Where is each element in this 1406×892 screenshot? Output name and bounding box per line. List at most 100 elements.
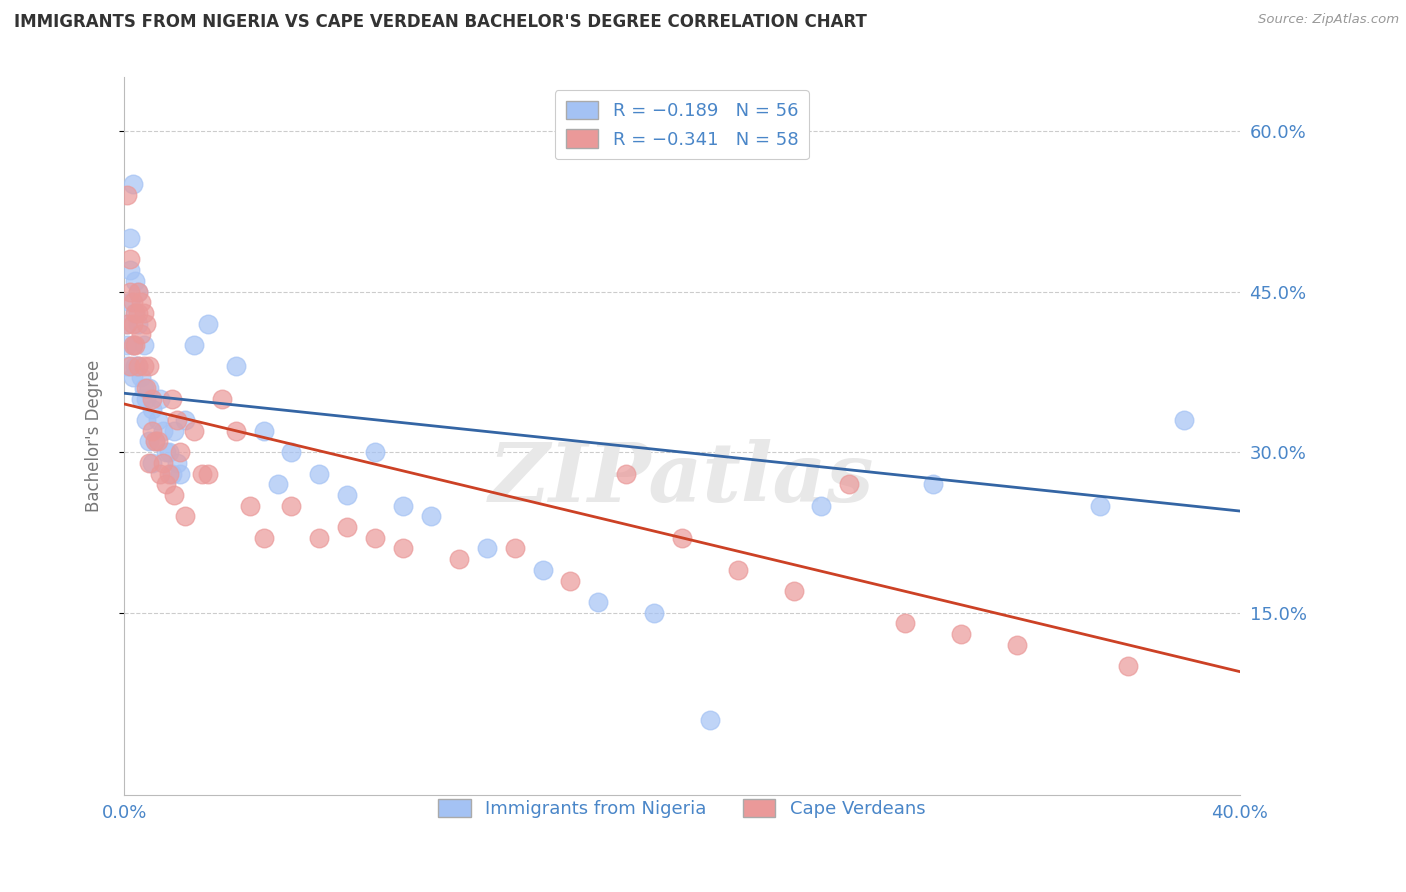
Point xyxy=(447,552,470,566)
Point xyxy=(141,392,163,406)
Point xyxy=(143,434,166,449)
Point xyxy=(138,456,160,470)
Point xyxy=(810,499,832,513)
Point xyxy=(129,392,152,406)
Point xyxy=(949,627,972,641)
Text: IMMIGRANTS FROM NIGERIA VS CAPE VERDEAN BACHELOR'S DEGREE CORRELATION CHART: IMMIGRANTS FROM NIGERIA VS CAPE VERDEAN … xyxy=(14,13,868,31)
Point xyxy=(1005,638,1028,652)
Point xyxy=(894,616,917,631)
Point xyxy=(155,477,177,491)
Point xyxy=(364,531,387,545)
Point xyxy=(152,456,174,470)
Point xyxy=(121,338,143,352)
Point xyxy=(118,252,141,267)
Point xyxy=(197,467,219,481)
Point xyxy=(614,467,637,481)
Point xyxy=(1090,499,1112,513)
Point xyxy=(922,477,945,491)
Point xyxy=(266,477,288,491)
Point xyxy=(392,499,415,513)
Point xyxy=(1173,413,1195,427)
Point xyxy=(239,499,262,513)
Point xyxy=(169,445,191,459)
Point xyxy=(115,317,138,331)
Point xyxy=(225,359,247,374)
Legend: Immigrants from Nigeria, Cape Verdeans: Immigrants from Nigeria, Cape Verdeans xyxy=(432,791,932,825)
Point xyxy=(127,285,149,299)
Point xyxy=(115,338,138,352)
Point xyxy=(308,467,330,481)
Point xyxy=(118,231,141,245)
Point xyxy=(643,606,665,620)
Point xyxy=(121,317,143,331)
Point xyxy=(838,477,860,491)
Point xyxy=(280,445,302,459)
Point xyxy=(138,381,160,395)
Point xyxy=(671,531,693,545)
Point xyxy=(124,306,146,320)
Point xyxy=(163,424,186,438)
Point xyxy=(280,499,302,513)
Point xyxy=(127,359,149,374)
Point xyxy=(166,413,188,427)
Point xyxy=(132,359,155,374)
Point xyxy=(138,434,160,449)
Point xyxy=(127,359,149,374)
Point xyxy=(124,359,146,374)
Point xyxy=(129,295,152,310)
Point xyxy=(118,295,141,310)
Point xyxy=(152,424,174,438)
Point xyxy=(115,317,138,331)
Text: ZIPatlas: ZIPatlas xyxy=(489,439,875,519)
Point xyxy=(135,381,157,395)
Point xyxy=(127,317,149,331)
Point xyxy=(135,413,157,427)
Point xyxy=(115,359,138,374)
Point xyxy=(420,509,443,524)
Point xyxy=(560,574,582,588)
Point xyxy=(115,188,138,202)
Point xyxy=(475,541,498,556)
Point xyxy=(149,392,172,406)
Point xyxy=(141,402,163,417)
Y-axis label: Bachelor's Degree: Bachelor's Degree xyxy=(86,360,103,512)
Point xyxy=(121,338,143,352)
Point xyxy=(127,306,149,320)
Point xyxy=(252,424,274,438)
Point xyxy=(146,434,169,449)
Point xyxy=(129,327,152,342)
Point xyxy=(308,531,330,545)
Point xyxy=(138,359,160,374)
Point xyxy=(135,392,157,406)
Point xyxy=(160,392,183,406)
Point xyxy=(118,263,141,277)
Point xyxy=(132,306,155,320)
Point xyxy=(782,584,804,599)
Point xyxy=(699,713,721,727)
Point xyxy=(157,445,180,459)
Point xyxy=(124,338,146,352)
Point xyxy=(252,531,274,545)
Point xyxy=(118,285,141,299)
Point xyxy=(169,467,191,481)
Point xyxy=(132,381,155,395)
Point xyxy=(183,338,205,352)
Point xyxy=(124,306,146,320)
Point xyxy=(132,338,155,352)
Point xyxy=(336,488,359,502)
Point xyxy=(588,595,610,609)
Point xyxy=(143,434,166,449)
Point xyxy=(392,541,415,556)
Point xyxy=(118,359,141,374)
Point xyxy=(183,424,205,438)
Point xyxy=(727,563,749,577)
Point xyxy=(141,456,163,470)
Point xyxy=(121,178,143,192)
Point xyxy=(157,467,180,481)
Point xyxy=(146,413,169,427)
Point xyxy=(135,317,157,331)
Point xyxy=(121,370,143,384)
Point xyxy=(149,467,172,481)
Point xyxy=(141,424,163,438)
Point xyxy=(121,295,143,310)
